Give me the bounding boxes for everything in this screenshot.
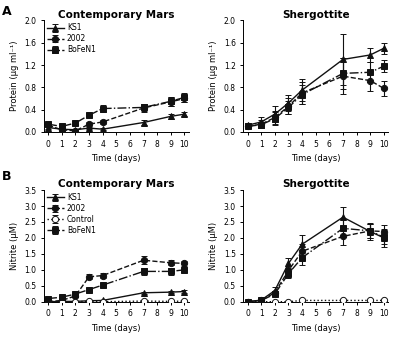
X-axis label: Time (days): Time (days) xyxy=(92,324,141,333)
Title: Shergottite: Shergottite xyxy=(282,179,350,189)
Y-axis label: Protein (μg ml⁻¹): Protein (μg ml⁻¹) xyxy=(209,41,218,112)
Y-axis label: Nitrite (μM): Nitrite (μM) xyxy=(209,222,218,270)
Title: Shergottite: Shergottite xyxy=(282,9,350,20)
Text: B: B xyxy=(2,170,12,182)
X-axis label: Time (days): Time (days) xyxy=(92,154,141,163)
Y-axis label: Nitrite (μM): Nitrite (μM) xyxy=(10,222,19,270)
Text: A: A xyxy=(2,5,12,18)
Legend: KS1, 2002, BoFeN1: KS1, 2002, BoFeN1 xyxy=(46,23,96,55)
Legend: KS1, 2002, Control, BoFeN1: KS1, 2002, Control, BoFeN1 xyxy=(46,192,96,236)
Title: Contemporary Mars: Contemporary Mars xyxy=(58,9,174,20)
X-axis label: Time (days): Time (days) xyxy=(291,324,340,333)
X-axis label: Time (days): Time (days) xyxy=(291,154,340,163)
Y-axis label: Protein (μg ml⁻¹): Protein (μg ml⁻¹) xyxy=(10,41,19,112)
Title: Contemporary Mars: Contemporary Mars xyxy=(58,179,174,189)
